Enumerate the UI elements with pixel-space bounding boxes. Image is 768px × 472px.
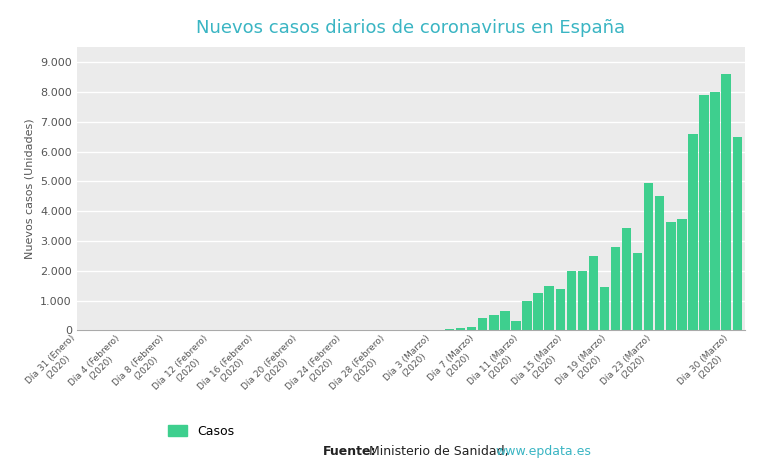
Y-axis label: Nuevos casos (Unidades): Nuevos casos (Unidades) [25, 118, 35, 259]
Bar [555, 289, 565, 330]
Bar [710, 92, 720, 330]
Bar [511, 321, 521, 330]
Bar [567, 271, 576, 330]
Text: Ministerio de Sanidad,: Ministerio de Sanidad, [365, 446, 512, 458]
Bar [721, 74, 731, 330]
Bar [445, 329, 455, 330]
Bar [655, 196, 664, 330]
Bar [489, 315, 498, 330]
Bar [688, 134, 697, 330]
Text: Fuente:: Fuente: [323, 446, 376, 458]
Bar [644, 183, 654, 330]
Bar [534, 293, 543, 330]
Bar [677, 219, 687, 330]
Bar [467, 327, 476, 330]
Title: Nuevos casos diarios de coronavirus en España: Nuevos casos diarios de coronavirus en E… [197, 19, 625, 37]
Text: www.epdata.es: www.epdata.es [495, 446, 591, 458]
Bar [434, 329, 443, 330]
Bar [700, 95, 709, 330]
Bar [611, 247, 621, 330]
Bar [733, 136, 742, 330]
Bar [500, 311, 510, 330]
Bar [589, 256, 598, 330]
Bar [600, 287, 609, 330]
Bar [666, 221, 676, 330]
Bar [456, 328, 465, 330]
Bar [478, 319, 488, 330]
Bar [633, 253, 642, 330]
Bar [522, 301, 531, 330]
Bar [545, 286, 554, 330]
Bar [622, 228, 631, 330]
Bar [578, 271, 587, 330]
Legend: Casos: Casos [164, 420, 239, 443]
